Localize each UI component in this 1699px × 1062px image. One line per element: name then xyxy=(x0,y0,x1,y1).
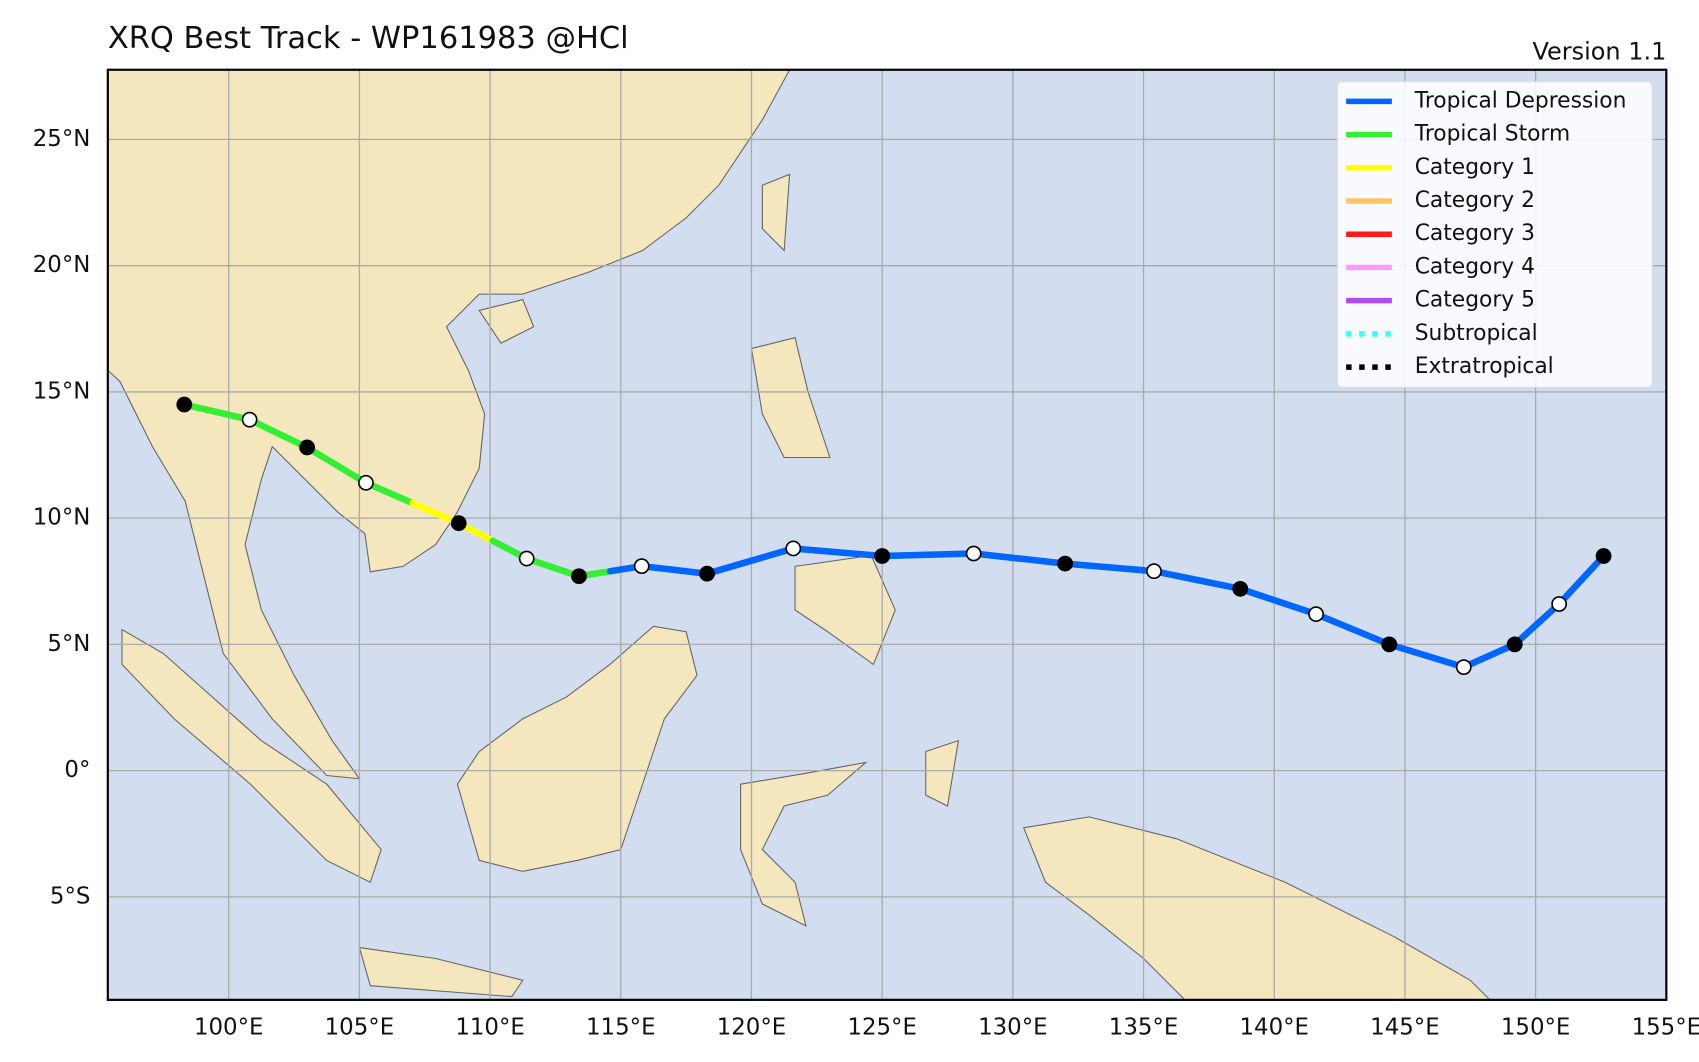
legend-label: Category 5 xyxy=(1415,288,1535,313)
x-tick-label: 150°E xyxy=(1501,1015,1571,1041)
legend-box xyxy=(1336,81,1653,388)
track-point xyxy=(241,411,258,428)
y-tick-label: 10°N xyxy=(33,505,91,531)
track-point xyxy=(699,565,715,582)
y-tick-label: 20°N xyxy=(33,252,91,278)
y-tick-label: 0° xyxy=(64,757,90,783)
legend-label: Category 1 xyxy=(1415,155,1535,180)
legend-label: Extratropical xyxy=(1415,354,1554,379)
track-point xyxy=(1146,563,1162,580)
x-tick-label: 100°E xyxy=(194,1015,264,1041)
frame xyxy=(106,68,1668,1001)
track-point xyxy=(1308,606,1324,622)
track-point xyxy=(450,515,467,532)
x-tick-label: 105°E xyxy=(325,1015,395,1041)
x-tick-label: 115°E xyxy=(586,1015,656,1041)
x-tick-label: 155°E xyxy=(1632,1015,1699,1041)
track-point xyxy=(571,568,587,585)
legend-label: Tropical Depression xyxy=(1414,88,1627,113)
track-point xyxy=(785,540,802,557)
x-tick-label: 120°E xyxy=(717,1015,787,1041)
track-point xyxy=(1506,636,1523,653)
track-point xyxy=(518,550,535,567)
x-tick-label: 145°E xyxy=(1370,1015,1440,1041)
legend-label: Category 4 xyxy=(1415,254,1535,279)
track-point xyxy=(1595,548,1612,564)
legend-label: Subtropical xyxy=(1415,321,1538,346)
legend-label: Tropical Storm xyxy=(1414,122,1570,147)
x-tick-label: 140°E xyxy=(1239,1015,1309,1041)
track-point xyxy=(633,558,650,575)
version: Version 1.1 xyxy=(1533,37,1667,65)
x-tick-label: 135°E xyxy=(1109,1015,1179,1041)
y-tick-label: 25°N xyxy=(33,126,91,152)
title: XRQ Best Track - WP161983 @HCl xyxy=(108,21,629,56)
x-tick-label: 130°E xyxy=(978,1015,1048,1041)
track-point xyxy=(358,474,374,491)
track-point xyxy=(1232,580,1249,597)
track-point xyxy=(1455,659,1472,676)
y-tick-label: 5°N xyxy=(47,631,90,657)
track-point xyxy=(1381,636,1398,653)
track-point xyxy=(176,396,193,413)
x-tick-label: 110°E xyxy=(455,1015,525,1041)
x-tick-label: 125°E xyxy=(847,1015,917,1041)
y-tick-label: 15°N xyxy=(33,378,91,404)
land xyxy=(107,69,1491,1000)
legend-label: Category 3 xyxy=(1415,221,1535,246)
y-tick-label: 5°S xyxy=(50,883,90,909)
track-point xyxy=(1551,596,1568,612)
track-point xyxy=(299,439,316,456)
track-point xyxy=(965,545,982,562)
legend-label: Category 2 xyxy=(1415,188,1535,213)
track-point xyxy=(1057,555,1074,572)
track-point xyxy=(874,548,891,564)
